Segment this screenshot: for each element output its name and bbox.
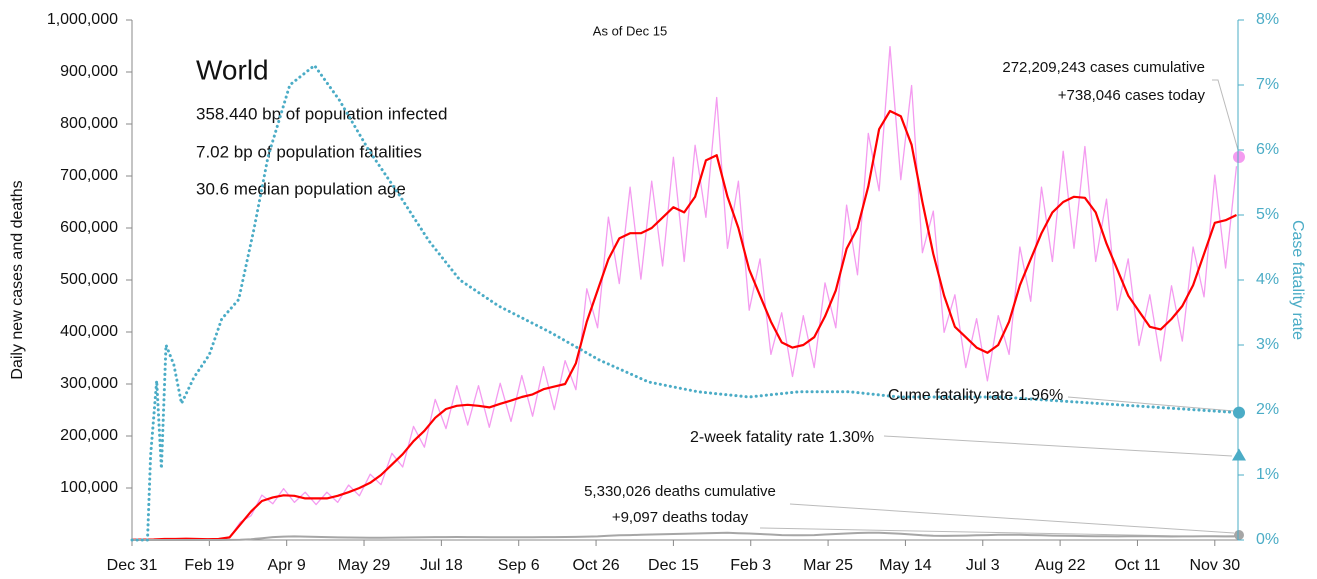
- y-tick-label: 900,000: [60, 63, 118, 80]
- x-tick-label: Feb 3: [730, 557, 771, 574]
- x-tick-label: Oct 11: [1114, 557, 1160, 574]
- y-tick-label: 500,000: [60, 271, 118, 288]
- leader-line: [1067, 396, 1235, 412]
- x-tick-label: Aug 22: [1035, 557, 1086, 574]
- cases-note: +738,046 cases today: [1058, 87, 1206, 104]
- x-tick-label: Jul 3: [966, 557, 1000, 574]
- deaths-note: +9,097 deaths today: [612, 509, 749, 526]
- fatality-marker: [1233, 406, 1245, 419]
- leader-line: [789, 503, 1235, 534]
- y-tick-label: 300,000: [60, 375, 118, 392]
- y-tick-label: 800,000: [60, 115, 118, 132]
- x-tick-label: Feb 19: [184, 557, 234, 574]
- region-title: World: [196, 54, 269, 85]
- y2-tick-label: 0%: [1256, 531, 1279, 548]
- subtitle: As of Dec 15: [593, 23, 667, 38]
- series-line: [130, 64, 1240, 542]
- series-line: [131, 109, 1237, 541]
- deaths-end-dot: [1234, 530, 1244, 540]
- y2-tick-label: 1%: [1256, 466, 1279, 483]
- y-tick-label: 400,000: [60, 323, 118, 340]
- series-line: [132, 531, 1237, 541]
- y-tick-label: 1,000,000: [47, 11, 118, 28]
- marker-label: Cume fatality rate 1.96%: [888, 387, 1063, 404]
- leader-line: [883, 435, 1233, 457]
- info-line: 30.6 median population age: [196, 179, 406, 198]
- info-line: 358.440 bp of population infected: [196, 104, 447, 123]
- y2-tick-label: 4%: [1256, 271, 1279, 288]
- x-tick-label: Nov 30: [1189, 557, 1240, 574]
- x-tick-label: Dec 15: [648, 557, 699, 574]
- y2-tick-label: 6%: [1256, 141, 1279, 158]
- fatality-marker: [1232, 448, 1246, 461]
- deaths-note: 5,330,026 deaths cumulative: [584, 483, 776, 500]
- x-tick-label: Jul 18: [420, 557, 463, 574]
- series-line: [131, 45, 1238, 541]
- x-tick-label: May 14: [879, 557, 932, 574]
- y2-tick-label: 2%: [1256, 401, 1279, 418]
- y-tick-label: 600,000: [60, 219, 118, 236]
- x-tick-label: Apr 9: [268, 557, 306, 574]
- x-tick-label: Sep 6: [498, 557, 540, 574]
- y-tick-label: 700,000: [60, 167, 118, 184]
- leader-line: [1212, 79, 1239, 151]
- x-tick-label: Dec 31: [107, 557, 158, 574]
- y2-tick-label: 5%: [1256, 206, 1279, 223]
- cases-note: 272,209,243 cases cumulative: [1002, 59, 1205, 76]
- info-line: 7.02 bp of population fatalities: [196, 142, 422, 161]
- y2-tick-label: 7%: [1256, 76, 1279, 93]
- cases-end-dot: [1233, 151, 1245, 163]
- y-tick-label: 100,000: [60, 479, 118, 496]
- marker-label: 2-week fatality rate 1.30%: [690, 429, 874, 446]
- y-axis-title: Daily new cases and deaths: [9, 180, 26, 379]
- y2-tick-label: 8%: [1256, 11, 1279, 28]
- x-tick-label: Mar 25: [803, 557, 853, 574]
- y2-axis-title: Case fatality rate: [1289, 220, 1306, 340]
- x-tick-label: May 29: [338, 557, 391, 574]
- y-tick-label: 200,000: [60, 427, 118, 444]
- y2-tick-label: 3%: [1256, 336, 1279, 353]
- x-tick-label: Oct 26: [572, 557, 619, 574]
